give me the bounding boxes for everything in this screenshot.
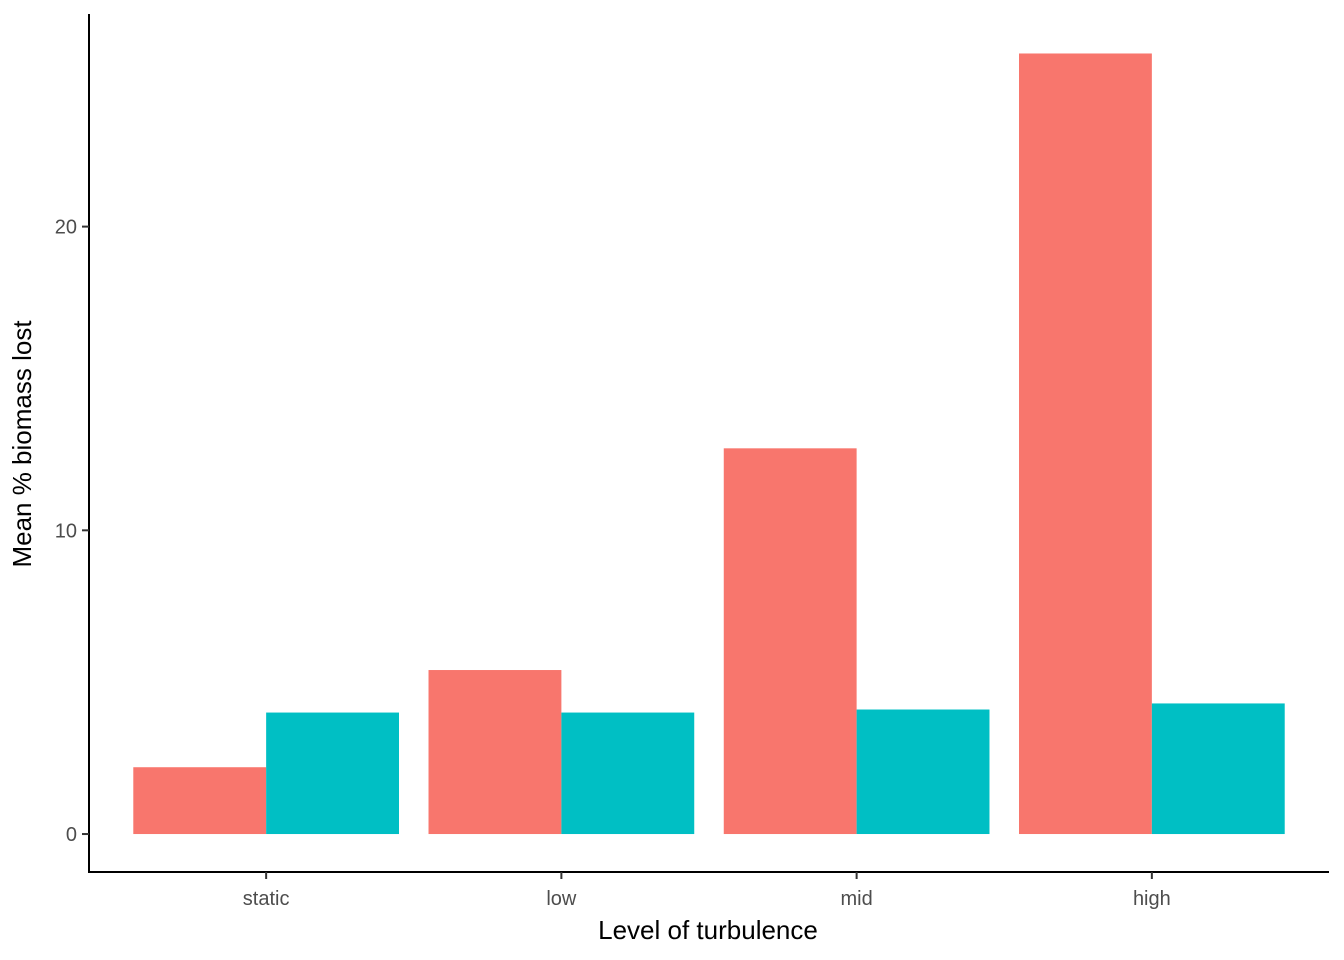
bar-low-series-1 [428,670,562,835]
x-tick-label-mid: mid [841,888,873,910]
bar-high-series-1 [1019,53,1152,835]
bar-static-series-2 [266,712,399,835]
y-tick-label: 0 [66,824,77,846]
x-tick-label-high: high [1133,888,1171,910]
bar-mid-series-1 [723,448,857,835]
x-ticks-group: static low mid high [243,872,1171,910]
y-tick-label: 20 [55,217,77,239]
x-tick-label-low: low [546,888,577,910]
x-axis-title: Level of turbulence [598,915,818,945]
y-ticks-group: 0 10 20 [55,217,89,846]
bar-mid-series-2 [856,709,990,835]
x-tick-label-static: static [243,888,290,910]
bar-high-series-2 [1151,703,1285,835]
y-tick-label: 10 [55,520,77,542]
bar-low-series-2 [561,712,695,835]
y-axis-title: Mean % biomass lost [7,320,37,568]
bars-group [133,53,1285,835]
bar-static-series-1 [133,767,267,835]
